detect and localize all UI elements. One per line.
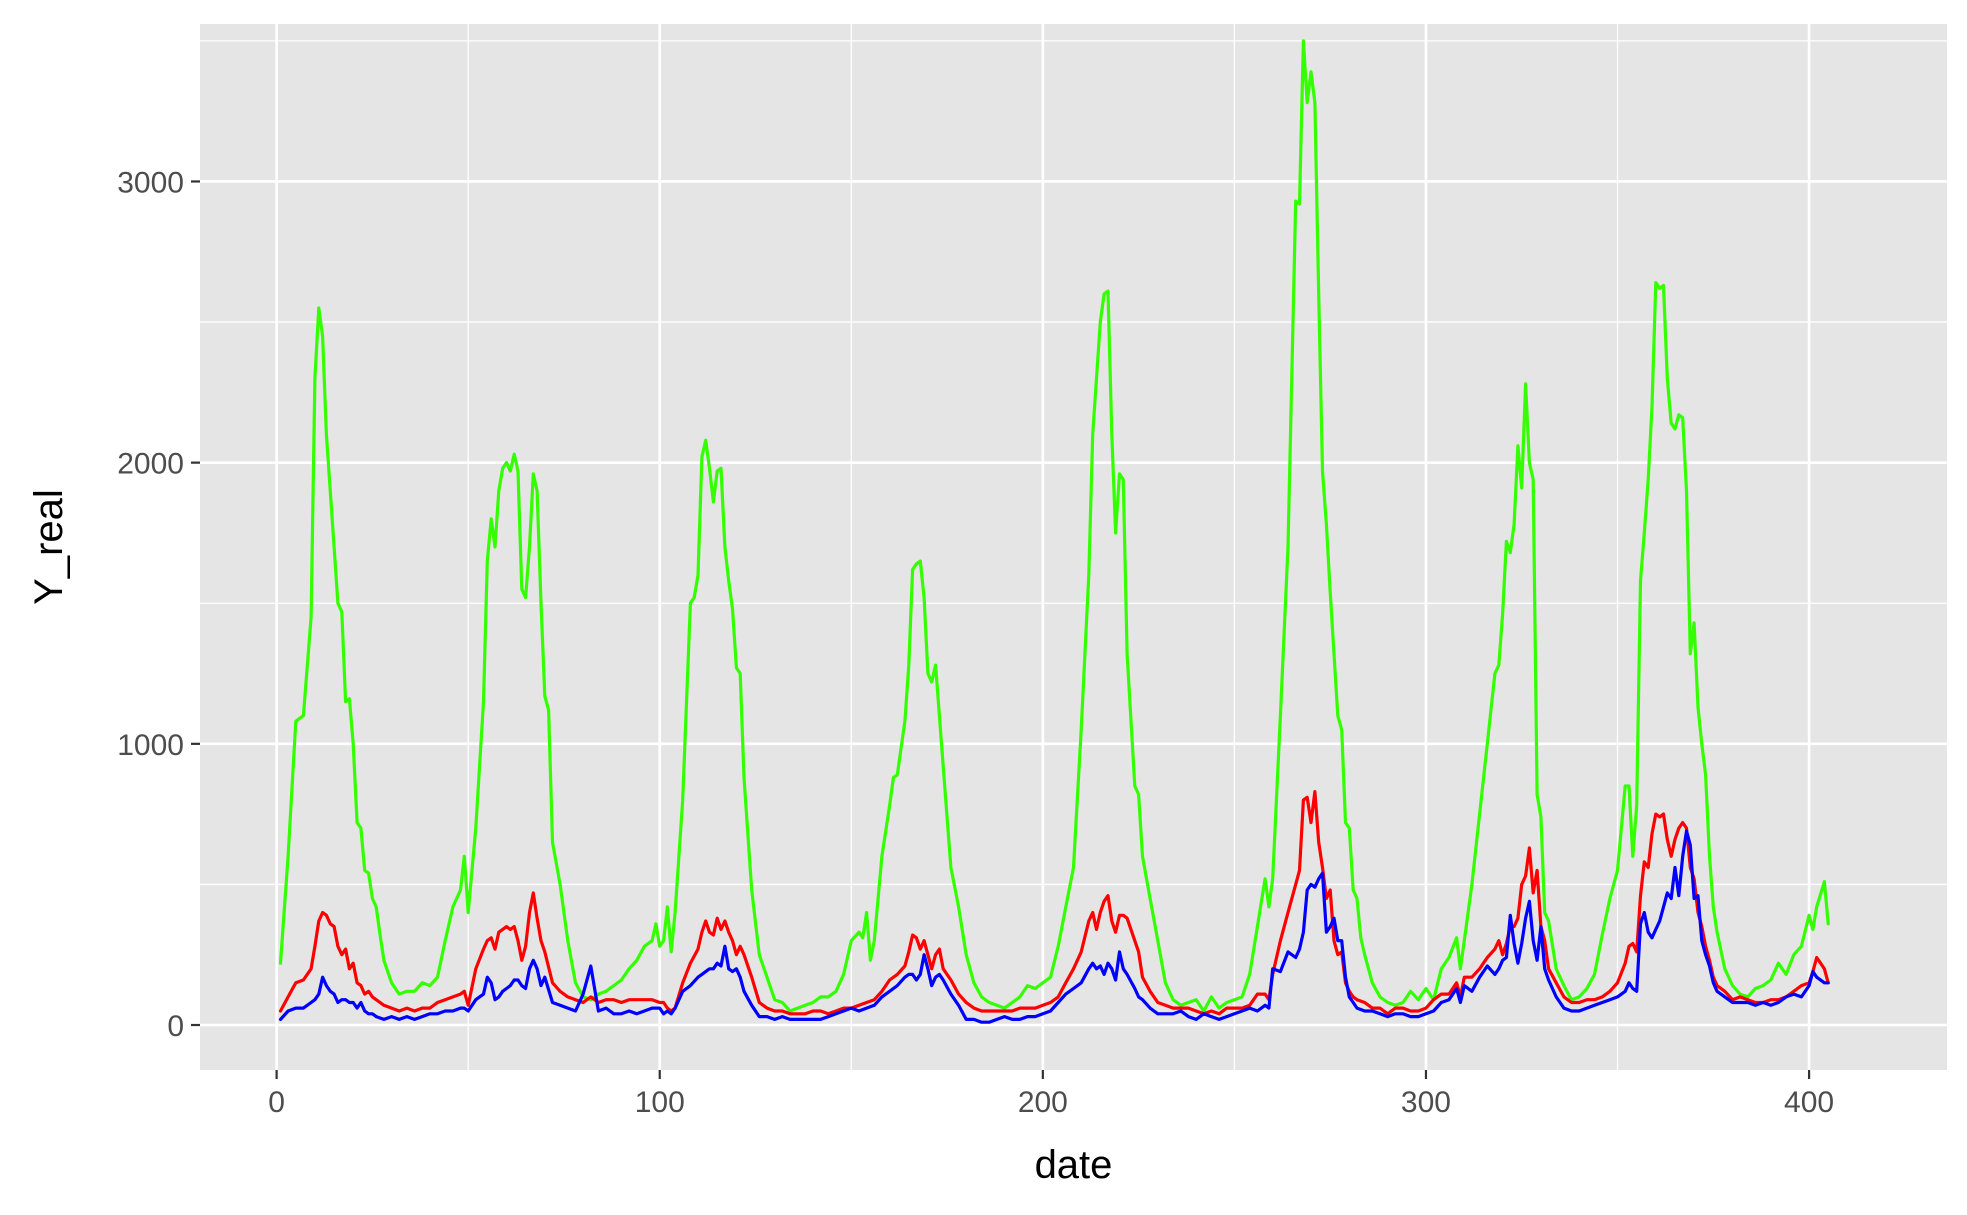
y-axis: 0 1000 2000 3000	[117, 166, 200, 1043]
y-tick-label: 0	[167, 1010, 184, 1043]
y-tick-label: 1000	[117, 729, 184, 762]
x-tick-label: 100	[635, 1086, 685, 1119]
series-line-red	[278, 790, 1830, 1016]
panel-background	[200, 24, 1947, 1070]
series-lines	[278, 39, 1830, 1024]
major-gridlines	[200, 24, 1947, 1070]
x-tick-label: 400	[1784, 1086, 1834, 1119]
x-axis: 0 100 200 300 400	[268, 1070, 1834, 1119]
y-axis-title: Y_real	[27, 489, 71, 605]
y-tick-label: 2000	[117, 448, 184, 481]
x-tick-label: 0	[268, 1086, 285, 1119]
x-tick-label: 300	[1401, 1086, 1451, 1119]
x-axis-title: date	[1035, 1143, 1113, 1187]
series-line-green	[278, 39, 1830, 1013]
x-tick-label: 200	[1018, 1086, 1068, 1119]
y-tick-label: 3000	[117, 166, 184, 199]
series-line-blue	[278, 829, 1830, 1024]
